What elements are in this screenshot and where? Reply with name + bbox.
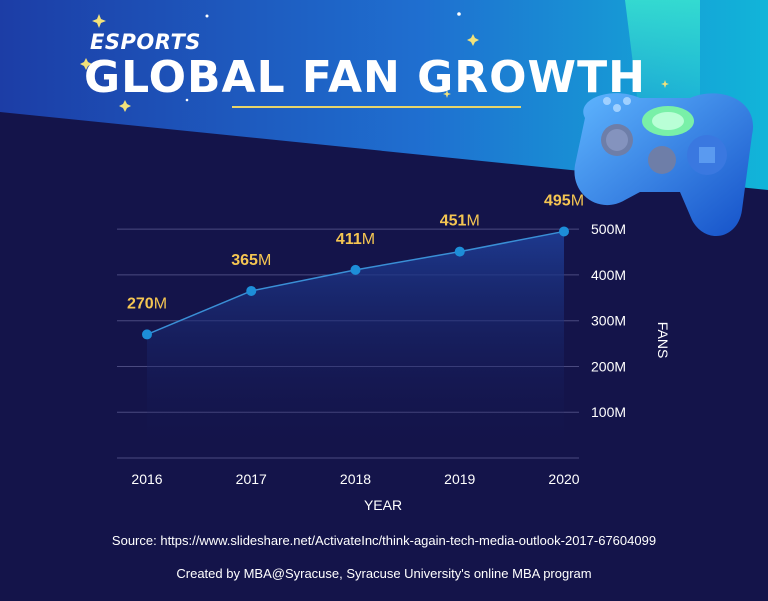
area-shape [147,231,564,458]
x-tick-label: 2019 [444,471,475,487]
data-label-2020: 495M [544,192,584,209]
y-axis-title: FANS [655,322,671,359]
x-tick-label: 2017 [236,471,267,487]
area-fill [147,231,564,458]
light-beam [625,0,700,120]
gamepad-icon [574,93,754,237]
data-label-2016: 270M [127,295,167,312]
data-point-2018 [350,264,361,275]
data-labels: 270M 365M 411M 451M 495M [127,192,584,312]
y-tick-label: 100M [591,404,626,420]
title-underline [232,106,521,108]
y-tick-label: 500M [591,221,626,237]
y-tick-label: 400M [591,267,626,283]
y-axis-ticks: 100M 200M 300M 400M 500M [591,221,626,420]
y-tick-label: 200M [591,358,626,374]
data-points [142,226,569,340]
x-axis-ticks: 2016 2017 2018 2019 2020 [131,471,579,487]
x-tick-label: 2020 [548,471,579,487]
data-label-2019: 451M [440,213,480,230]
header-subtitle: ESPORTS [90,30,201,54]
star-icons [80,14,669,112]
x-axis-title: YEAR [364,497,402,513]
data-label-2017: 365M [231,252,271,269]
data-point-2019 [454,246,465,257]
data-point-2020 [559,226,569,237]
source-note: Source: https://www.slideshare.net/Activ… [111,533,657,548]
x-tick-label: 2018 [340,471,371,487]
credit-note: Created by MBA@Syracuse, Syracuse Univer… [176,566,592,581]
data-label-2018: 411M [336,231,375,248]
data-point-2016 [142,329,152,340]
x-tick-label: 2016 [131,471,162,487]
header-banner [0,0,768,190]
data-point-2017 [246,285,257,296]
page-title: GLOBAL FAN GROWTH [84,52,646,103]
y-tick-label: 300M [591,313,626,329]
